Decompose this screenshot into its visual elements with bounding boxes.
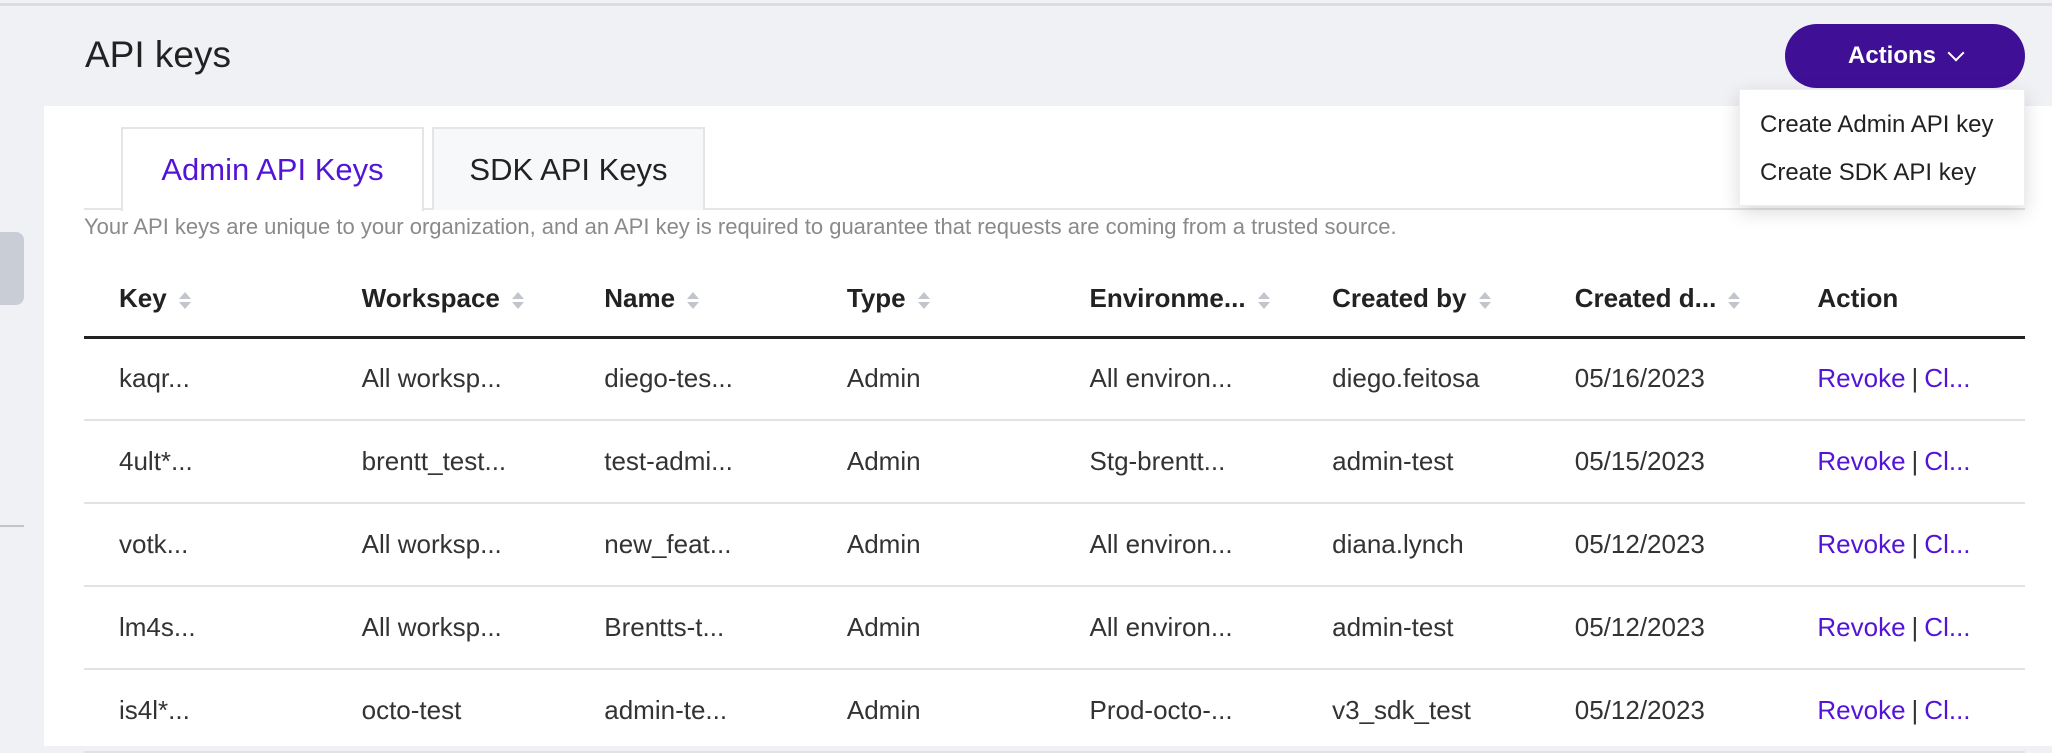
table-cell: Admin — [811, 337, 1055, 421]
action-separator: | — [1911, 529, 1919, 559]
table-row: is4l*... octo-test admin-te... Admin Prod-oc… — [84, 669, 2025, 753]
tab-sdk-api-keys[interactable]: SDK API Keys — [432, 127, 705, 210]
table-cell: Prod-octo-... — [1054, 669, 1298, 753]
table-row: 4ult*... brentt_test... test-admi... Admin S… — [84, 420, 2025, 504]
tab-admin-api-keys[interactable]: Admin API Keys — [121, 127, 424, 211]
action-separator: | — [1911, 363, 1919, 394]
actions-button[interactable]: Actions — [1785, 24, 2025, 88]
column-label: Name — [604, 283, 676, 314]
revoke-link[interactable]: Revoke — [1817, 612, 1906, 642]
column-label: Environme... — [1089, 283, 1246, 314]
table-cell: lm4s... — [84, 586, 327, 670]
sort-icon[interactable] — [1257, 291, 1270, 309]
sort-icon[interactable] — [511, 291, 524, 309]
table-cell: admin-test — [1297, 420, 1540, 504]
sort-icon[interactable] — [178, 291, 191, 309]
sidebar-active-item[interactable] — [0, 232, 24, 305]
table-cell: 05/12/2023 — [1539, 586, 1783, 670]
table-cell: Admin — [811, 503, 1055, 587]
column-header[interactable]: Environme... — [1054, 262, 1298, 339]
action-cell: Revoke | Cl... — [1782, 669, 2025, 753]
chevron-down-icon — [1947, 44, 1965, 62]
action-separator: | — [1911, 695, 1919, 725]
column-header[interactable]: Workspace — [326, 262, 570, 339]
clone-link[interactable]: Cl... — [1924, 363, 1971, 394]
column-header[interactable]: Created by — [1297, 262, 1540, 339]
table-cell: Admin — [811, 420, 1055, 504]
table-cell: All worksp... — [326, 337, 570, 421]
page-title: API keys — [85, 34, 231, 75]
column-label: Action — [1817, 283, 1899, 314]
column-header[interactable]: Name — [569, 262, 812, 339]
table-cell: 05/15/2023 — [1539, 420, 1783, 504]
table-cell: 05/12/2023 — [1539, 669, 1783, 753]
actions-label: Actions — [1847, 42, 1936, 69]
clone-link[interactable]: Cl... — [1924, 529, 1971, 559]
action-cell: Revoke | Cl... — [1782, 503, 2025, 587]
column-header[interactable]: Key — [84, 262, 327, 339]
column-label: Type — [846, 283, 906, 314]
tab-divider — [84, 208, 2025, 210]
column-label: Key — [119, 283, 167, 314]
clone-link[interactable]: Cl... — [1924, 695, 1971, 725]
action-cell: Revoke | Cl... — [1782, 586, 2025, 670]
table-cell: Admin — [811, 669, 1055, 753]
menu-item-create-sdk-api-key[interactable]: Create SDK API key — [1760, 159, 1977, 186]
table-row: kaqr... All worksp... diego-tes... Admin All… — [84, 337, 2025, 421]
clone-link[interactable]: Cl... — [1924, 446, 1971, 476]
table-cell: 4ult*... — [84, 420, 327, 504]
table-row: votk... All worksp... new_feat... Admin All … — [84, 503, 2025, 587]
actions-dropdown: Create Admin API key Create SDK API key — [1739, 89, 2025, 206]
column-label: Created by — [1332, 283, 1467, 314]
action-cell: Revoke | Cl... — [1782, 337, 2025, 421]
menu-item-create-admin-api-key[interactable]: Create Admin API key — [1760, 111, 1994, 138]
api-keys-table: Key Workspace Name Type Environme... Created … — [84, 262, 2025, 753]
table-cell: admin-te... — [569, 669, 812, 753]
table-cell: is4l*... — [84, 669, 327, 753]
revoke-link[interactable]: Revoke — [1817, 363, 1906, 394]
column-label: Created d... — [1574, 283, 1717, 314]
sort-icon[interactable] — [687, 291, 700, 309]
column-label: Workspace — [361, 283, 500, 314]
table-cell: new_feat... — [569, 503, 812, 587]
table-row: lm4s... All worksp... Brentts-t... Admin All… — [84, 586, 2025, 670]
table-cell: test-admi... — [569, 420, 812, 504]
revoke-link[interactable]: Revoke — [1817, 529, 1906, 559]
sort-icon[interactable] — [1728, 291, 1741, 309]
action-cell: Revoke | Cl... — [1782, 420, 2025, 504]
table-cell: All worksp... — [326, 586, 570, 670]
action-separator: | — [1911, 446, 1919, 476]
revoke-link[interactable]: Revoke — [1817, 695, 1906, 725]
table-cell: v3_sdk_test — [1297, 669, 1540, 753]
clone-link[interactable]: Cl... — [1924, 612, 1971, 642]
action-separator: | — [1911, 612, 1919, 642]
table-cell: All environ... — [1054, 503, 1298, 587]
column-header[interactable]: Created d... — [1539, 262, 1783, 339]
table-cell: brentt_test... — [326, 420, 570, 504]
top-border — [0, 3, 2052, 6]
table-cell: 05/12/2023 — [1539, 503, 1783, 587]
column-header[interactable]: Type — [811, 262, 1055, 339]
table-cell: diego.feitosa — [1297, 337, 1540, 421]
table-cell: Admin — [811, 586, 1055, 670]
column-header: Action — [1782, 262, 2025, 339]
sort-icon[interactable] — [1478, 291, 1491, 309]
table-cell: votk... — [84, 503, 327, 587]
table-cell: All environ... — [1054, 337, 1298, 421]
table-cell: admin-test — [1297, 586, 1540, 670]
sort-icon[interactable] — [917, 291, 930, 309]
table-cell: All environ... — [1054, 586, 1298, 670]
table-cell: Stg-brentt... — [1054, 420, 1298, 504]
table-cell: 05/16/2023 — [1539, 337, 1783, 421]
table-cell: All worksp... — [326, 503, 570, 587]
revoke-link[interactable]: Revoke — [1817, 446, 1906, 476]
table-cell: Brentts-t... — [569, 586, 812, 670]
table-cell: diana.lynch — [1297, 503, 1540, 587]
table-cell: octo-test — [326, 669, 570, 753]
table-cell: kaqr... — [84, 337, 327, 421]
description: Your API keys are unique to your organiz… — [84, 214, 1397, 239]
sidebar-divider — [0, 525, 24, 527]
table-cell: diego-tes... — [569, 337, 812, 421]
